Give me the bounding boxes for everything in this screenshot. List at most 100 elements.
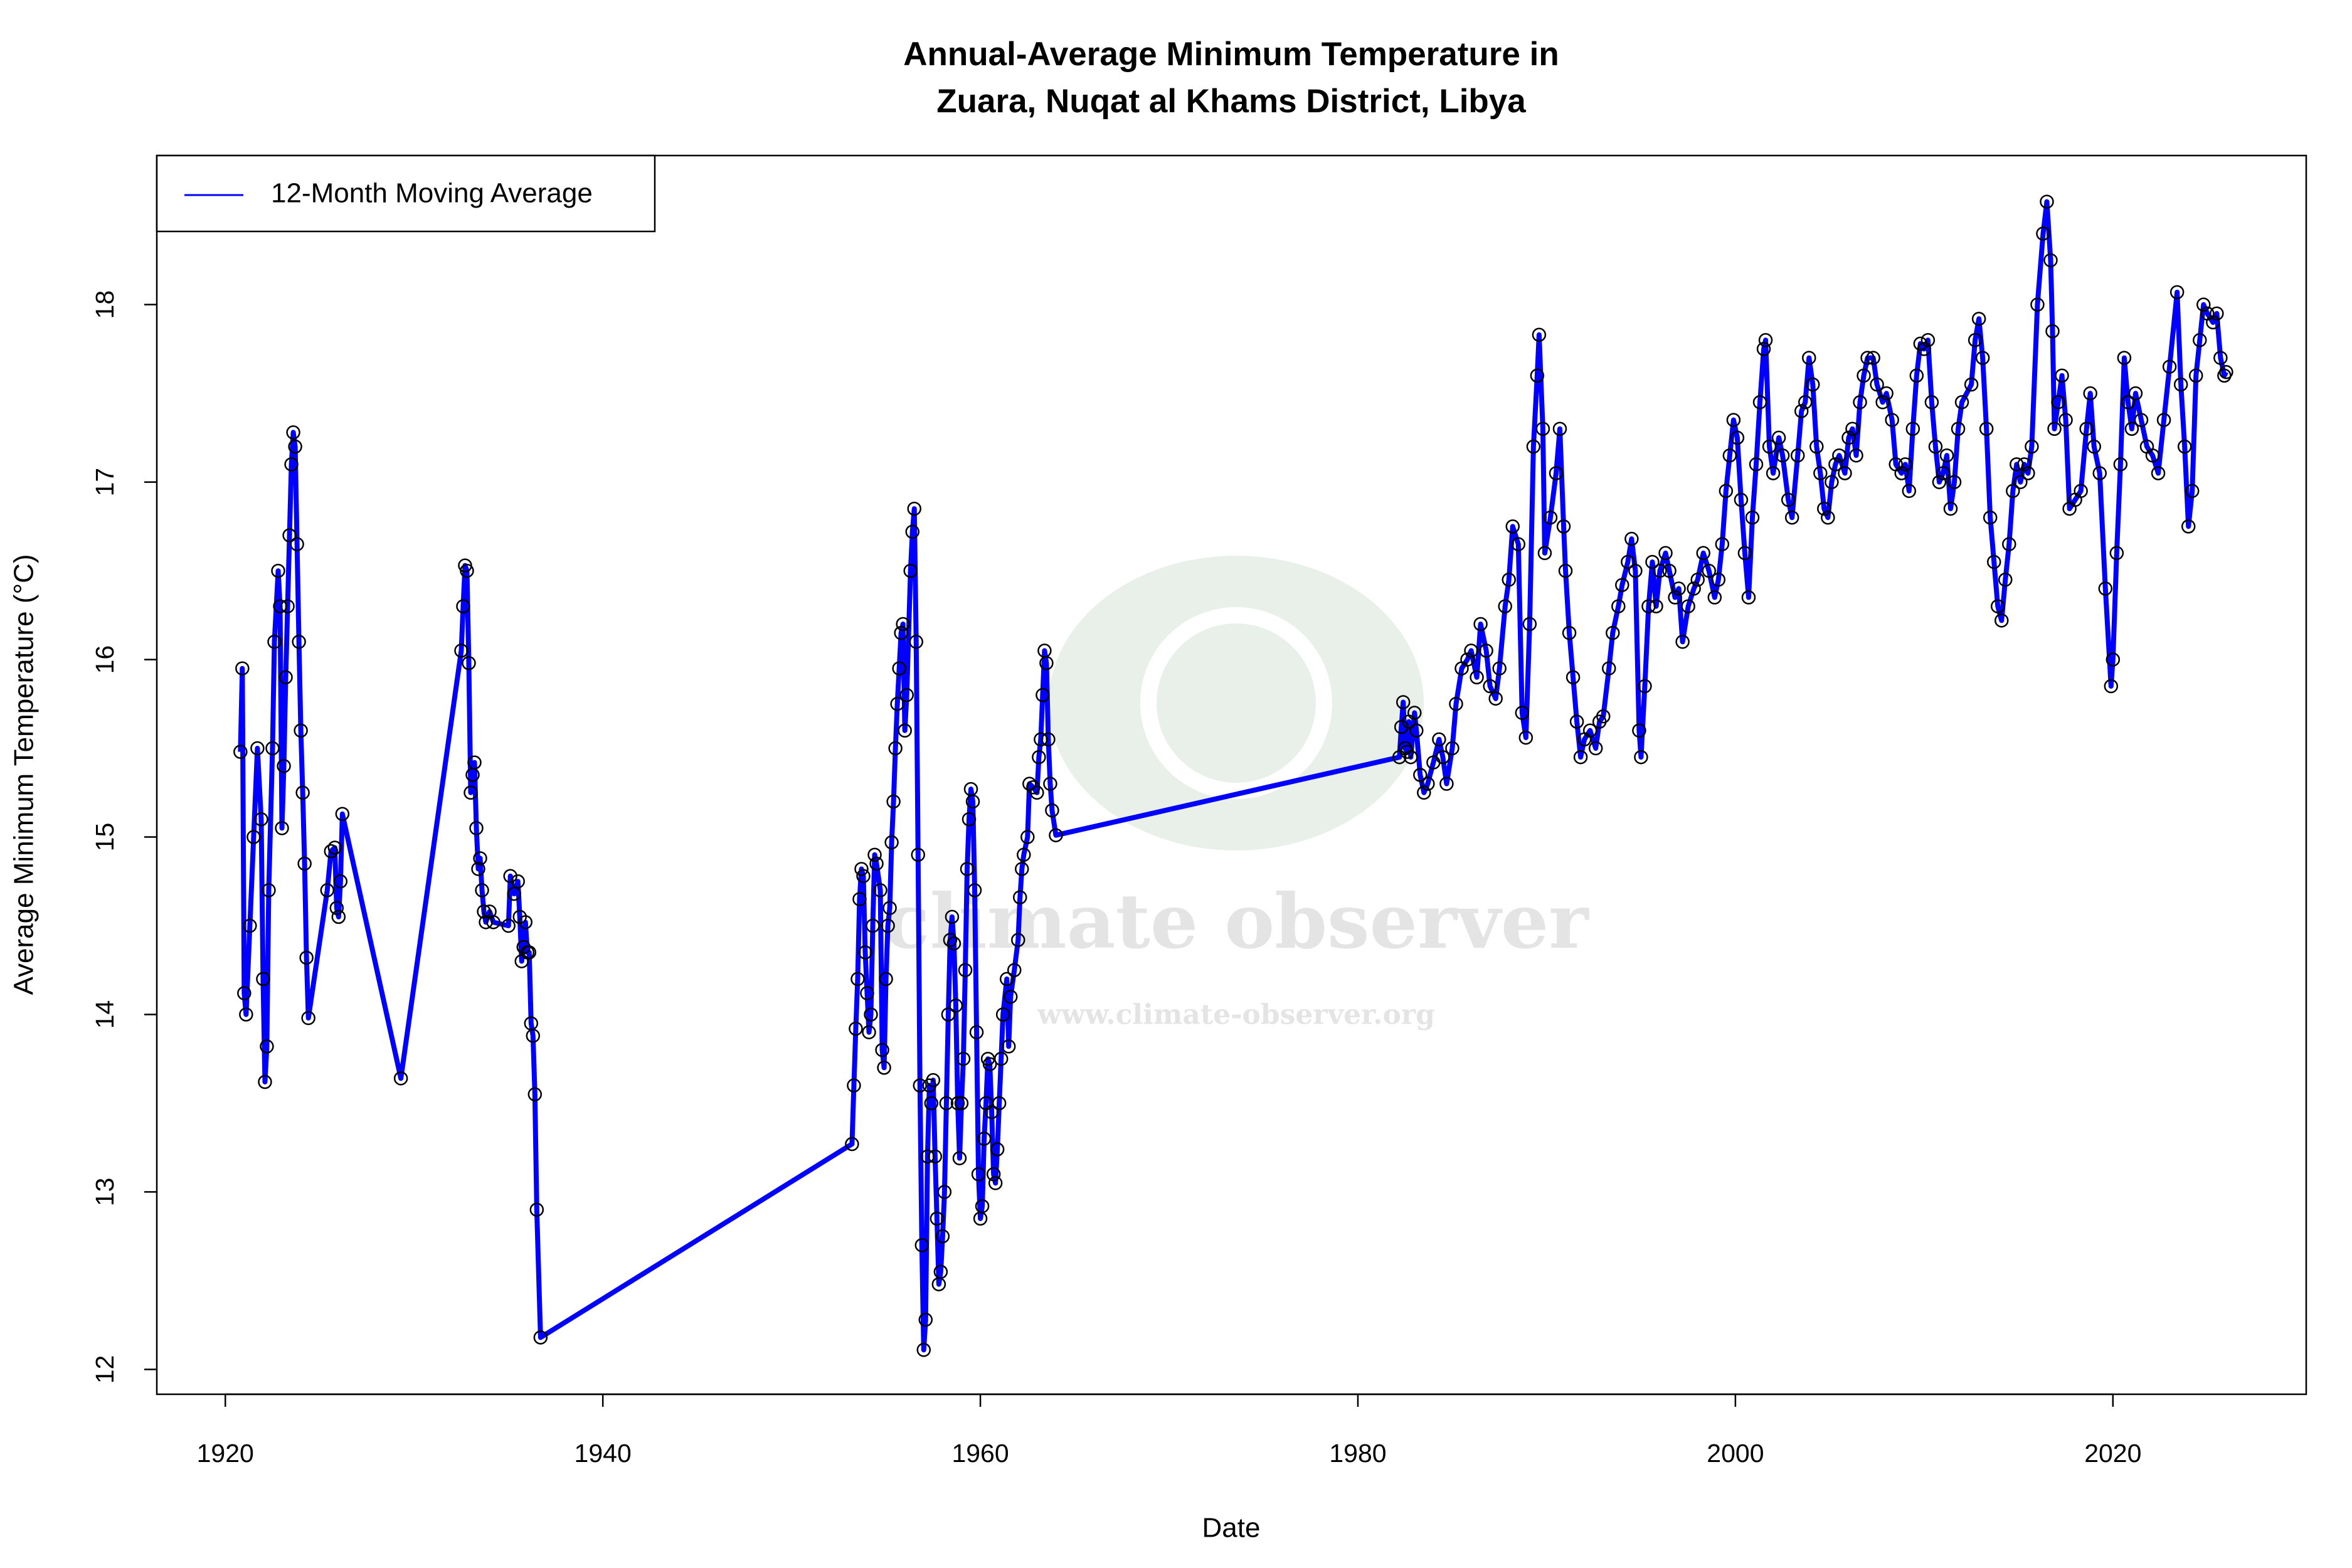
data-point xyxy=(911,847,926,862)
data-point xyxy=(2043,253,2058,268)
data-point xyxy=(2169,285,2185,300)
watermark-url: www.climate-observer.org xyxy=(1037,999,1435,1031)
data-point xyxy=(854,862,869,876)
data-point xyxy=(1515,706,1530,720)
data-point xyxy=(1034,732,1048,747)
data-point xyxy=(1707,590,1722,605)
data-point xyxy=(977,1131,992,1146)
data-point xyxy=(1696,546,1710,561)
data-point xyxy=(331,909,346,924)
watermark-text: climate observer xyxy=(884,877,1590,966)
data-point xyxy=(1802,351,1816,365)
data-point xyxy=(527,1087,543,1102)
data-point xyxy=(1039,655,1054,670)
data-point xyxy=(2040,194,2054,209)
data-point xyxy=(2006,484,2020,499)
data-point xyxy=(282,528,297,543)
data-point xyxy=(881,918,895,933)
data-point xyxy=(2134,413,2149,427)
data-point xyxy=(475,883,489,898)
data-point xyxy=(1470,670,1484,685)
data-point xyxy=(464,785,478,800)
data-point xyxy=(1857,368,1871,383)
data-point xyxy=(324,844,339,859)
data-point xyxy=(1479,644,1493,658)
data-point xyxy=(2025,439,2039,454)
data-point xyxy=(1615,578,1629,592)
data-point xyxy=(905,524,919,539)
data-point xyxy=(903,563,918,578)
data-point xyxy=(1662,563,1677,578)
data-point xyxy=(948,999,963,1013)
data-point xyxy=(2185,484,2200,499)
y-tick-label: 15 xyxy=(90,823,119,852)
y-tick-label: 16 xyxy=(90,645,119,674)
data-point xyxy=(1543,510,1558,525)
data-point xyxy=(856,869,871,884)
data-point xyxy=(914,1238,930,1253)
data-point xyxy=(1421,776,1435,791)
data-point xyxy=(1794,404,1809,418)
data-point xyxy=(888,741,903,756)
data-point xyxy=(233,744,248,759)
data-point xyxy=(862,1025,876,1040)
data-point xyxy=(1781,492,1796,507)
data-point xyxy=(879,972,893,987)
x-tick-label: 1940 xyxy=(575,1439,632,1468)
data-point xyxy=(2210,306,2224,321)
data-point xyxy=(265,741,280,756)
data-point xyxy=(1015,862,1029,876)
data-point xyxy=(320,883,335,898)
data-point xyxy=(1726,413,1741,427)
data-point xyxy=(2219,364,2233,379)
data-point xyxy=(267,635,282,649)
data-point xyxy=(2124,421,2139,436)
data-point xyxy=(467,755,482,770)
data-point xyxy=(945,909,960,924)
data-point xyxy=(2058,413,2073,427)
y-tick-label: 18 xyxy=(90,290,119,319)
data-point xyxy=(507,886,521,901)
data-point xyxy=(1809,439,1824,454)
x-tick-label: 1980 xyxy=(1329,1439,1386,1468)
data-point xyxy=(278,670,293,685)
data-point xyxy=(975,1199,990,1214)
data-point xyxy=(916,1343,931,1357)
data-point xyxy=(1396,695,1411,709)
data-point xyxy=(961,812,977,827)
data-point xyxy=(1936,466,1951,480)
data-point xyxy=(2087,439,2101,454)
data-point xyxy=(1464,644,1478,658)
data-point xyxy=(1798,395,1813,410)
data-point xyxy=(1722,448,1737,463)
data-point xyxy=(1932,475,1947,489)
data-point xyxy=(986,1167,1001,1182)
data-point xyxy=(1020,830,1035,844)
data-point xyxy=(2177,439,2192,454)
data-point xyxy=(1621,554,1635,569)
data-point xyxy=(456,599,470,613)
data-point xyxy=(943,933,958,947)
data-point xyxy=(1483,679,1497,694)
plot-area xyxy=(233,194,2233,1357)
data-point xyxy=(1498,599,1512,613)
data-point xyxy=(1460,652,1475,667)
data-point xyxy=(886,794,901,809)
data-point xyxy=(1671,581,1686,596)
data-point xyxy=(2013,475,2028,489)
data-point xyxy=(2213,351,2228,365)
data-point xyxy=(2193,333,2207,347)
data-line xyxy=(238,199,2228,1353)
data-point xyxy=(928,1149,943,1164)
data-point xyxy=(850,972,865,987)
data-point xyxy=(2083,386,2097,401)
data-point xyxy=(469,821,484,835)
data-point xyxy=(956,1051,971,1066)
data-point xyxy=(2010,457,2024,472)
data-point xyxy=(892,661,906,675)
data-point xyxy=(2156,413,2171,427)
data-point xyxy=(1413,768,1428,782)
data-point xyxy=(1968,333,1983,347)
x-axis-label: Date xyxy=(1202,1513,1261,1544)
data-point xyxy=(2036,226,2050,241)
